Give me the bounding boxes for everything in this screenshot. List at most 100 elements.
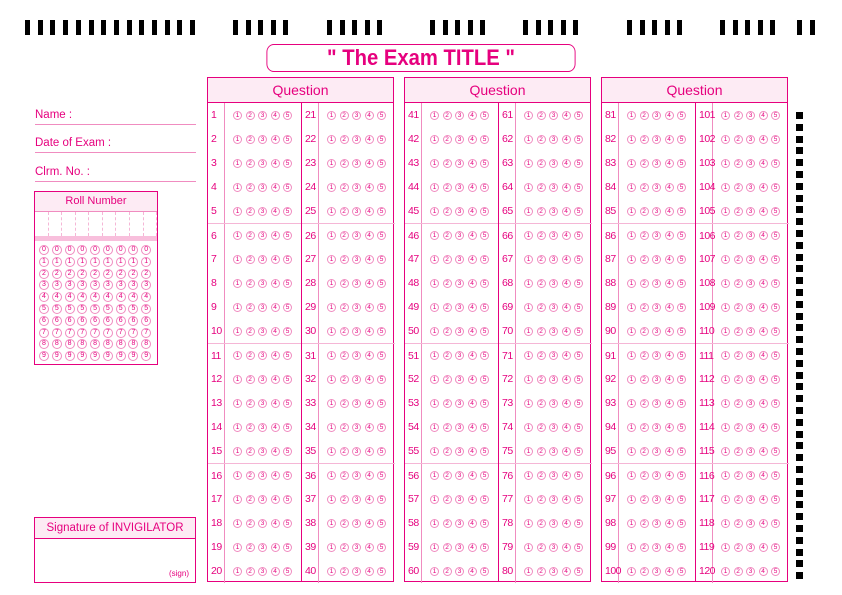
answer-bubble[interactable]: 1 bbox=[627, 566, 636, 576]
answer-bubble[interactable]: 1 bbox=[627, 231, 636, 240]
answer-bubble[interactable]: 2 bbox=[245, 231, 255, 240]
answer-bubble[interactable]: 1 bbox=[627, 446, 636, 456]
roll-digit-bubble[interactable]: 4 bbox=[39, 292, 49, 303]
answer-bubble[interactable]: 4 bbox=[664, 158, 674, 168]
answer-bubble[interactable]: 5 bbox=[377, 302, 386, 312]
roll-digit-bubble[interactable]: 4 bbox=[90, 292, 101, 303]
answer-bubble[interactable]: 1 bbox=[721, 494, 730, 504]
roll-number-write-area[interactable] bbox=[35, 212, 158, 236]
roll-digit-bubble[interactable]: 1 bbox=[77, 256, 88, 267]
answer-bubble[interactable]: 2 bbox=[339, 518, 349, 528]
answer-bubble[interactable]: 3 bbox=[352, 326, 361, 336]
answer-bubble[interactable]: 1 bbox=[327, 254, 336, 264]
answer-bubble[interactable]: 3 bbox=[258, 542, 267, 552]
answer-bubble[interactable]: 4 bbox=[467, 110, 477, 120]
roll-digit-bubble[interactable]: 7 bbox=[39, 327, 49, 338]
answer-bubble[interactable]: 2 bbox=[536, 374, 546, 384]
roll-digit-bubble[interactable]: 8 bbox=[115, 339, 126, 350]
answer-bubble[interactable]: 3 bbox=[652, 374, 661, 384]
answer-bubble[interactable]: 4 bbox=[758, 566, 768, 576]
answer-bubble[interactable]: 1 bbox=[524, 566, 533, 576]
answer-bubble[interactable]: 2 bbox=[733, 374, 743, 384]
answer-bubble[interactable]: 5 bbox=[283, 518, 292, 528]
answer-bubble[interactable]: 3 bbox=[455, 278, 464, 288]
answer-bubble[interactable]: 2 bbox=[339, 326, 349, 336]
answer-bubble[interactable]: 5 bbox=[377, 398, 386, 408]
answer-bubble[interactable]: 3 bbox=[352, 134, 361, 144]
answer-bubble[interactable]: 3 bbox=[258, 278, 267, 288]
answer-bubble[interactable]: 4 bbox=[758, 446, 768, 456]
answer-bubble[interactable]: 4 bbox=[561, 182, 571, 192]
answer-bubble[interactable]: 5 bbox=[283, 326, 292, 336]
answer-bubble[interactable]: 1 bbox=[233, 206, 242, 216]
answer-bubble[interactable]: 3 bbox=[455, 206, 464, 216]
roll-digit-bubble[interactable]: 9 bbox=[102, 351, 113, 362]
answer-bubble[interactable]: 2 bbox=[639, 542, 649, 552]
answer-bubble[interactable]: 3 bbox=[549, 158, 558, 168]
answer-bubble[interactable]: 3 bbox=[352, 302, 361, 312]
answer-bubble[interactable]: 3 bbox=[652, 351, 661, 360]
answer-bubble[interactable]: 4 bbox=[664, 231, 674, 240]
roll-digit-bubble[interactable]: 0 bbox=[128, 245, 139, 255]
answer-bubble[interactable]: 3 bbox=[258, 206, 267, 216]
answer-bubble[interactable]: 1 bbox=[327, 518, 336, 528]
answer-bubble[interactable]: 4 bbox=[467, 326, 477, 336]
answer-bubble[interactable]: 2 bbox=[639, 374, 649, 384]
answer-bubble[interactable]: 4 bbox=[664, 206, 674, 216]
answer-bubble[interactable]: 1 bbox=[327, 110, 336, 120]
answer-bubble[interactable]: 5 bbox=[574, 110, 583, 120]
answer-bubble[interactable]: 3 bbox=[352, 110, 361, 120]
answer-bubble[interactable]: 2 bbox=[442, 302, 452, 312]
answer-bubble[interactable]: 3 bbox=[652, 542, 661, 552]
answer-bubble[interactable]: 1 bbox=[430, 351, 439, 360]
answer-bubble[interactable]: 4 bbox=[664, 518, 674, 528]
answer-bubble[interactable]: 2 bbox=[339, 302, 349, 312]
roll-digit-bubble[interactable]: 2 bbox=[90, 268, 101, 279]
answer-bubble[interactable]: 1 bbox=[327, 158, 336, 168]
answer-bubble[interactable]: 3 bbox=[746, 374, 755, 384]
answer-bubble[interactable]: 3 bbox=[258, 110, 267, 120]
answer-bubble[interactable]: 3 bbox=[455, 302, 464, 312]
answer-bubble[interactable]: 5 bbox=[283, 134, 292, 144]
roll-digit-bubble[interactable]: 0 bbox=[77, 245, 88, 255]
roll-digit-bubble[interactable]: 2 bbox=[51, 268, 62, 279]
answer-bubble[interactable]: 1 bbox=[524, 110, 533, 120]
answer-bubble[interactable]: 3 bbox=[746, 302, 755, 312]
answer-bubble[interactable]: 1 bbox=[721, 231, 730, 240]
answer-bubble[interactable]: 2 bbox=[245, 351, 255, 360]
answer-bubble[interactable]: 2 bbox=[442, 566, 452, 576]
answer-bubble[interactable]: 3 bbox=[652, 566, 661, 576]
answer-bubble[interactable]: 4 bbox=[364, 351, 374, 360]
answer-bubble[interactable]: 1 bbox=[430, 542, 439, 552]
answer-bubble[interactable]: 2 bbox=[733, 494, 743, 504]
answer-bubble[interactable]: 2 bbox=[442, 326, 452, 336]
answer-bubble[interactable]: 5 bbox=[377, 231, 386, 240]
answer-bubble[interactable]: 2 bbox=[733, 134, 743, 144]
answer-bubble[interactable]: 1 bbox=[233, 471, 242, 480]
answer-bubble[interactable]: 2 bbox=[442, 110, 452, 120]
answer-bubble[interactable]: 3 bbox=[455, 374, 464, 384]
answer-bubble[interactable]: 3 bbox=[455, 398, 464, 408]
answer-bubble[interactable]: 2 bbox=[639, 471, 649, 480]
answer-bubble[interactable]: 2 bbox=[536, 326, 546, 336]
answer-bubble[interactable]: 1 bbox=[721, 182, 730, 192]
answer-bubble[interactable]: 1 bbox=[430, 110, 439, 120]
roll-digit-bubble[interactable]: 7 bbox=[64, 327, 75, 338]
answer-bubble[interactable]: 5 bbox=[771, 351, 780, 360]
answer-bubble[interactable]: 4 bbox=[467, 134, 477, 144]
roll-digit-bubble[interactable]: 7 bbox=[51, 327, 62, 338]
answer-bubble[interactable]: 2 bbox=[639, 302, 649, 312]
answer-bubble[interactable]: 2 bbox=[536, 422, 546, 432]
answer-bubble[interactable]: 4 bbox=[758, 326, 768, 336]
answer-bubble[interactable]: 5 bbox=[480, 206, 489, 216]
answer-bubble[interactable]: 4 bbox=[664, 326, 674, 336]
answer-bubble[interactable]: 3 bbox=[746, 518, 755, 528]
answer-bubble[interactable]: 1 bbox=[430, 158, 439, 168]
answer-bubble[interactable]: 4 bbox=[270, 351, 280, 360]
answer-bubble[interactable]: 3 bbox=[455, 351, 464, 360]
answer-bubble[interactable]: 1 bbox=[233, 326, 242, 336]
answer-bubble[interactable]: 2 bbox=[733, 182, 743, 192]
answer-bubble[interactable]: 5 bbox=[480, 494, 489, 504]
answer-bubble[interactable]: 2 bbox=[339, 374, 349, 384]
answer-bubble[interactable]: 3 bbox=[352, 351, 361, 360]
